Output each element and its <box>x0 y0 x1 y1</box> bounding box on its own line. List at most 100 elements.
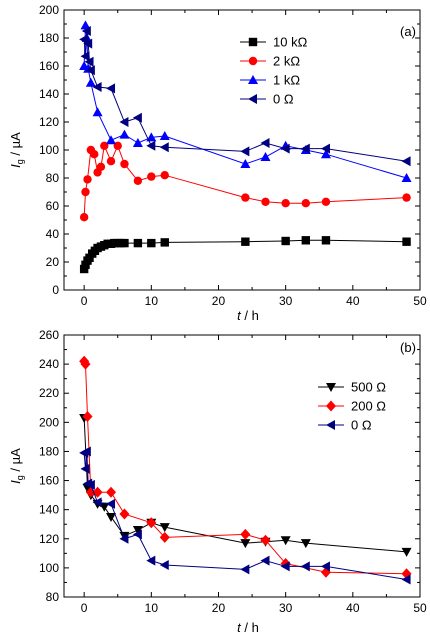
data-point <box>260 555 270 566</box>
x-tick-label: 0 <box>81 601 88 615</box>
legend-marker <box>248 94 257 104</box>
y-tick-label: 80 <box>46 171 60 185</box>
data-point <box>401 173 412 182</box>
legend-marker <box>248 56 258 66</box>
data-point <box>401 574 411 585</box>
data-point <box>147 238 156 248</box>
data-point <box>85 479 95 490</box>
data-point <box>280 536 291 546</box>
data-point <box>240 159 251 168</box>
data-point <box>300 539 311 549</box>
data-point <box>132 112 142 123</box>
x-tick-label: 0 <box>81 294 88 308</box>
data-point <box>92 497 102 508</box>
series-line <box>83 30 407 162</box>
data-point <box>106 512 117 522</box>
y-tick-label: 60 <box>46 199 60 213</box>
chart-panel-2: 0 10 20 30 40 50 80 100 120 140 160 180 200 220 240 260… <box>8 328 427 635</box>
x-tick-label: 20 <box>212 601 226 615</box>
y-tick-label: 120 <box>39 532 59 546</box>
data-point <box>401 156 411 167</box>
data-point <box>401 547 412 557</box>
data-point <box>85 77 96 87</box>
data-point <box>80 20 91 30</box>
data-point <box>402 193 411 202</box>
data-point <box>81 26 91 36</box>
data-point <box>281 199 290 208</box>
data-point <box>146 132 157 142</box>
x-tick-label: 50 <box>413 601 427 615</box>
data-point <box>92 82 102 92</box>
y-axis-label: Ig / µA <box>8 132 25 168</box>
x-axis-label: t / h <box>237 308 259 323</box>
data-point <box>119 533 129 544</box>
data-point <box>159 131 170 140</box>
data-point <box>240 528 251 540</box>
data-point <box>106 83 116 94</box>
data-point <box>146 140 156 151</box>
data-point <box>120 238 129 248</box>
data-point <box>240 564 250 575</box>
data-point <box>300 143 310 154</box>
data-point <box>106 157 116 166</box>
data-point <box>301 199 311 208</box>
data-point <box>133 238 143 248</box>
series-line <box>83 25 407 179</box>
chart-panel-1: 0 10 20 30 40 50 0 20 40 60 80 100 120 140 160 180 200 t … <box>8 3 427 323</box>
x-axis-label: t / h <box>237 620 259 635</box>
data-point <box>99 502 110 512</box>
data-point <box>240 146 250 157</box>
data-point <box>280 143 290 154</box>
data-point <box>160 171 169 180</box>
data-point <box>82 411 93 423</box>
legend-marker <box>326 383 336 392</box>
data-point <box>241 193 250 202</box>
plot-frame <box>63 9 421 291</box>
data-point <box>119 508 130 520</box>
series-line <box>83 144 407 218</box>
plot-frame <box>63 334 421 598</box>
series-1: 10 kΩ <box>79 35 411 274</box>
legend-marker <box>248 75 258 84</box>
y-tick-label: 20 <box>46 255 60 269</box>
data-point <box>159 142 169 153</box>
legend-label: 200 Ω <box>351 399 386 414</box>
data-point <box>96 162 106 171</box>
data-point <box>106 498 116 509</box>
data-point <box>120 159 129 169</box>
data-point <box>81 446 91 457</box>
data-point <box>80 358 91 370</box>
x-tick-label: 30 <box>279 601 293 615</box>
legend-marker <box>248 37 258 47</box>
data-point <box>241 237 250 246</box>
y-tick-label: 140 <box>39 503 59 517</box>
data-point <box>300 561 310 572</box>
data-point <box>260 152 271 161</box>
y-tick-label: 80 <box>46 590 60 604</box>
series-3: 1 kΩ <box>79 20 412 182</box>
data-point <box>119 117 129 127</box>
data-point <box>159 531 170 543</box>
y-tick-label: 220 <box>39 386 59 400</box>
data-point <box>159 523 170 533</box>
legend-label: 0 Ω <box>273 92 294 107</box>
y-tick-label: 160 <box>39 59 59 73</box>
data-point <box>132 526 143 536</box>
series-1: 500 Ω <box>79 380 412 557</box>
legend-label: 2 kΩ <box>273 54 300 69</box>
data-point <box>90 150 99 159</box>
data-point <box>321 236 331 245</box>
y-tick-label: 200 <box>39 3 59 17</box>
x-tick-label: 40 <box>346 601 360 615</box>
y-tick-label: 240 <box>39 357 59 371</box>
series-2: 200 Ω <box>79 355 412 580</box>
y-tick-label: 180 <box>39 31 59 45</box>
legend-label: 10 kΩ <box>273 35 308 50</box>
data-point <box>146 517 157 529</box>
data-point <box>132 138 143 147</box>
y-tick-label: 140 <box>39 87 59 101</box>
data-point <box>240 539 251 549</box>
x-tick-label: 10 <box>145 294 159 308</box>
